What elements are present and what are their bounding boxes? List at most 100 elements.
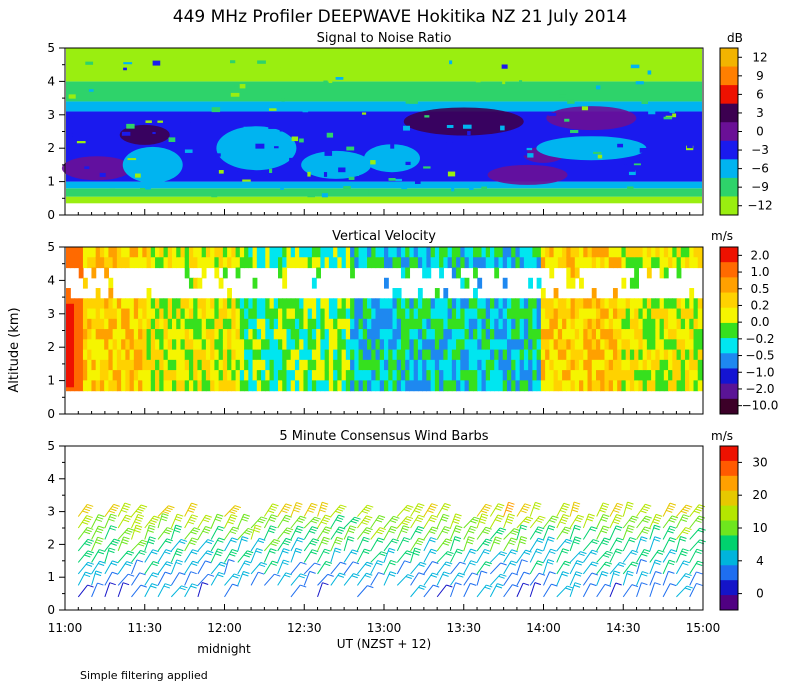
velocity-cell [163, 308, 169, 320]
wind-barb [476, 561, 492, 575]
wind-barb-flag [85, 529, 92, 533]
velocity-cell [697, 370, 703, 381]
wind-barb-flag [505, 521, 513, 524]
velocity-cell [562, 349, 567, 361]
velocity-cell [188, 247, 194, 258]
wind-barb-flag [467, 538, 474, 542]
velocity-cell [78, 318, 84, 330]
wind-barb-staff [476, 570, 482, 586]
wind-barb [290, 573, 307, 586]
wind-barb-flag [698, 515, 706, 519]
wind-barb-flag [95, 541, 102, 545]
velocity-cell [574, 267, 580, 279]
colorbar-tick-label: 0 [756, 587, 764, 601]
velocity-cell [473, 247, 478, 258]
velocity-cell [350, 298, 355, 310]
wind-barb-flag [179, 587, 186, 591]
wind-barb [317, 548, 331, 563]
velocity-cell [294, 349, 300, 361]
velocity-cell [676, 298, 682, 310]
velocity-cell [494, 380, 500, 392]
wind-barb-flag [270, 516, 277, 520]
y-tick-label: 4 [47, 472, 55, 486]
wind-barb-flag [521, 507, 529, 511]
velocity-cell [451, 329, 457, 340]
velocity-cell [261, 257, 266, 269]
wind-barb-flag [552, 515, 559, 519]
wind-barb-flag [614, 518, 621, 522]
wind-barb-flag [191, 502, 198, 506]
velocity-cell [155, 380, 160, 392]
velocity-cell [515, 339, 521, 351]
velocity-cell [99, 308, 105, 320]
velocity-cell [210, 349, 215, 361]
velocity-cell [231, 370, 237, 381]
velocity-cell [82, 318, 88, 330]
snr-speckle [627, 186, 634, 190]
wind-barb-flag [362, 539, 369, 543]
velocity-cell [553, 339, 559, 351]
wind-barb-staff [609, 570, 615, 586]
velocity-cell [515, 308, 521, 320]
velocity-cell [180, 308, 186, 320]
wind-barb-flag [87, 550, 94, 554]
velocity-cell [324, 359, 330, 371]
velocity-cell [485, 339, 491, 351]
wind-barb-flag [524, 503, 532, 507]
velocity-cell [265, 247, 271, 258]
wind-barb [596, 514, 610, 529]
velocity-cell [689, 247, 695, 258]
wind-barb-flag [135, 518, 142, 522]
wind-barb-flag [407, 574, 414, 578]
colorbar-tick-label: 0.5 [750, 282, 769, 296]
snr-speckle [123, 67, 127, 71]
wind-barb-staff [489, 562, 501, 575]
velocity-cell [557, 370, 563, 381]
wind-barb-flag [261, 516, 268, 520]
velocity-cell [324, 308, 330, 320]
velocity-cell [651, 370, 656, 381]
wind-barb [290, 515, 307, 529]
velocity-cell [587, 318, 593, 330]
wind-barb-flag [179, 572, 186, 576]
y-tick-label: 3 [47, 108, 55, 122]
wind-barb-flag [682, 562, 689, 566]
velocity-cell [320, 339, 326, 351]
velocity-cell [358, 359, 364, 371]
velocity-cell [367, 298, 372, 310]
velocity-cell [426, 329, 432, 340]
velocity-cell [269, 349, 275, 361]
wind-barb [556, 526, 572, 540]
velocity-cell [286, 349, 292, 361]
velocity-cell [430, 339, 436, 351]
wind-barb-flag [310, 551, 317, 555]
wind-barb-flag [431, 514, 438, 518]
velocity-cell [490, 380, 495, 392]
velocity-cell [316, 349, 321, 361]
wind-barb-flag [645, 503, 652, 507]
wind-barb-flag [380, 551, 388, 555]
wind-barb-flag [697, 517, 704, 521]
velocity-cell [634, 308, 639, 320]
wind-barb-flag [575, 562, 582, 566]
velocity-cell [447, 339, 453, 351]
wind-barb-flag [685, 573, 692, 577]
wind-barb-flag [228, 518, 235, 522]
wind-barb-flag [135, 527, 142, 531]
velocity-cell [549, 298, 555, 310]
velocity-cell [655, 339, 661, 351]
velocity-cell [443, 370, 449, 381]
velocity-cell [345, 370, 351, 381]
velocity-cell [95, 257, 101, 269]
velocity-cell [629, 257, 635, 269]
wind-barb-flag [122, 582, 130, 586]
velocity-cell [477, 277, 483, 289]
colorbar-frame [719, 246, 739, 415]
wind-barb [649, 571, 662, 586]
velocity-cell [99, 257, 105, 269]
velocity-cell [587, 370, 593, 381]
velocity-cell [574, 349, 580, 361]
velocity-cell [506, 370, 512, 381]
velocity-cell [451, 247, 457, 258]
velocity-cell [642, 380, 648, 392]
